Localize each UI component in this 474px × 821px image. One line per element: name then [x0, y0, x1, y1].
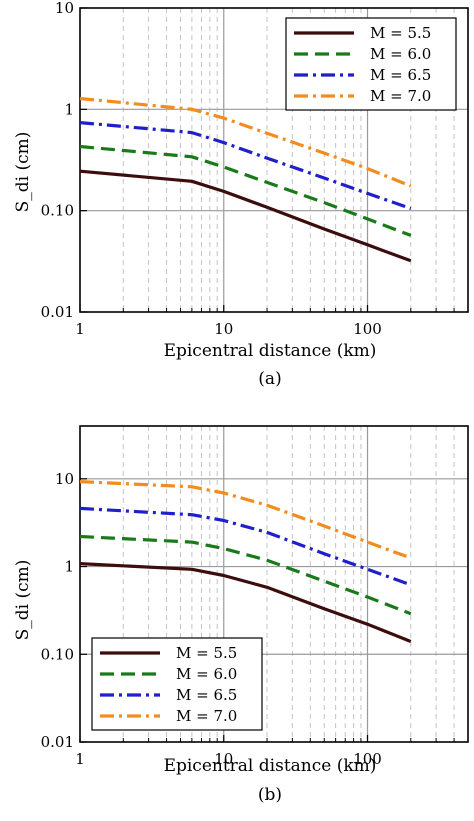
chart-panel-0: 1 10 100 0.01 0.10 1 10 Epicentral distance (km… [13, 0, 469, 389]
x-tick-label: 100 [353, 750, 382, 768]
x-tick-label: 10 [214, 320, 233, 338]
legend-label-1: M = 6.0 [370, 45, 431, 63]
x-axis-label: Epicentral distance (km) [164, 756, 377, 776]
x-tick-label: 100 [353, 320, 382, 338]
series-line-0 [79, 169, 412, 263]
panel-label: (b) [258, 785, 282, 805]
legend: M = 5.5 M = 6.0 M = 6.5 M = 7.0 [91, 637, 263, 731]
series-line-2 [79, 121, 412, 211]
y-tick-label: 1 [64, 558, 74, 576]
legend-label-0: M = 5.5 [370, 24, 431, 42]
legend-label-2: M = 6.5 [370, 66, 431, 84]
series-line-3 [79, 480, 412, 560]
series-line-1 [79, 144, 412, 237]
series-line-3 [79, 96, 412, 188]
plot-frame [79, 7, 469, 313]
legend-label-3: M = 7.0 [176, 707, 237, 725]
x-tick-label: 1 [75, 320, 85, 338]
legend-label-3: M = 7.0 [370, 87, 431, 105]
series-line-1 [79, 534, 412, 616]
y-axis-label: S_di (cm) [13, 560, 33, 641]
y-tick-label: 10 [55, 470, 74, 488]
y-tick-label: 0.01 [41, 733, 74, 751]
series-line-0 [79, 562, 412, 643]
y-tick-label: 10 [55, 0, 74, 17]
y-tick-label: 0.10 [41, 645, 74, 663]
plot-frame [79, 425, 469, 743]
panel-label: (a) [258, 369, 281, 389]
y-tick-label: 1 [64, 100, 74, 118]
series-line-2 [79, 506, 412, 587]
y-tick-label: 0.01 [41, 303, 74, 321]
y-tick-label: 0.10 [41, 202, 74, 220]
legend-label-1: M = 6.0 [176, 665, 237, 683]
legend: M = 5.5 M = 6.0 M = 6.5 M = 7.0 [285, 17, 457, 111]
y-axis-label: S_di (cm) [13, 132, 33, 213]
legend-label-0: M = 5.5 [176, 644, 237, 662]
legend-label-2: M = 6.5 [176, 686, 237, 704]
x-axis-label: Epicentral distance (km) [164, 341, 377, 361]
x-tick-label: 1 [75, 750, 85, 768]
x-tick-label: 10 [214, 750, 233, 768]
